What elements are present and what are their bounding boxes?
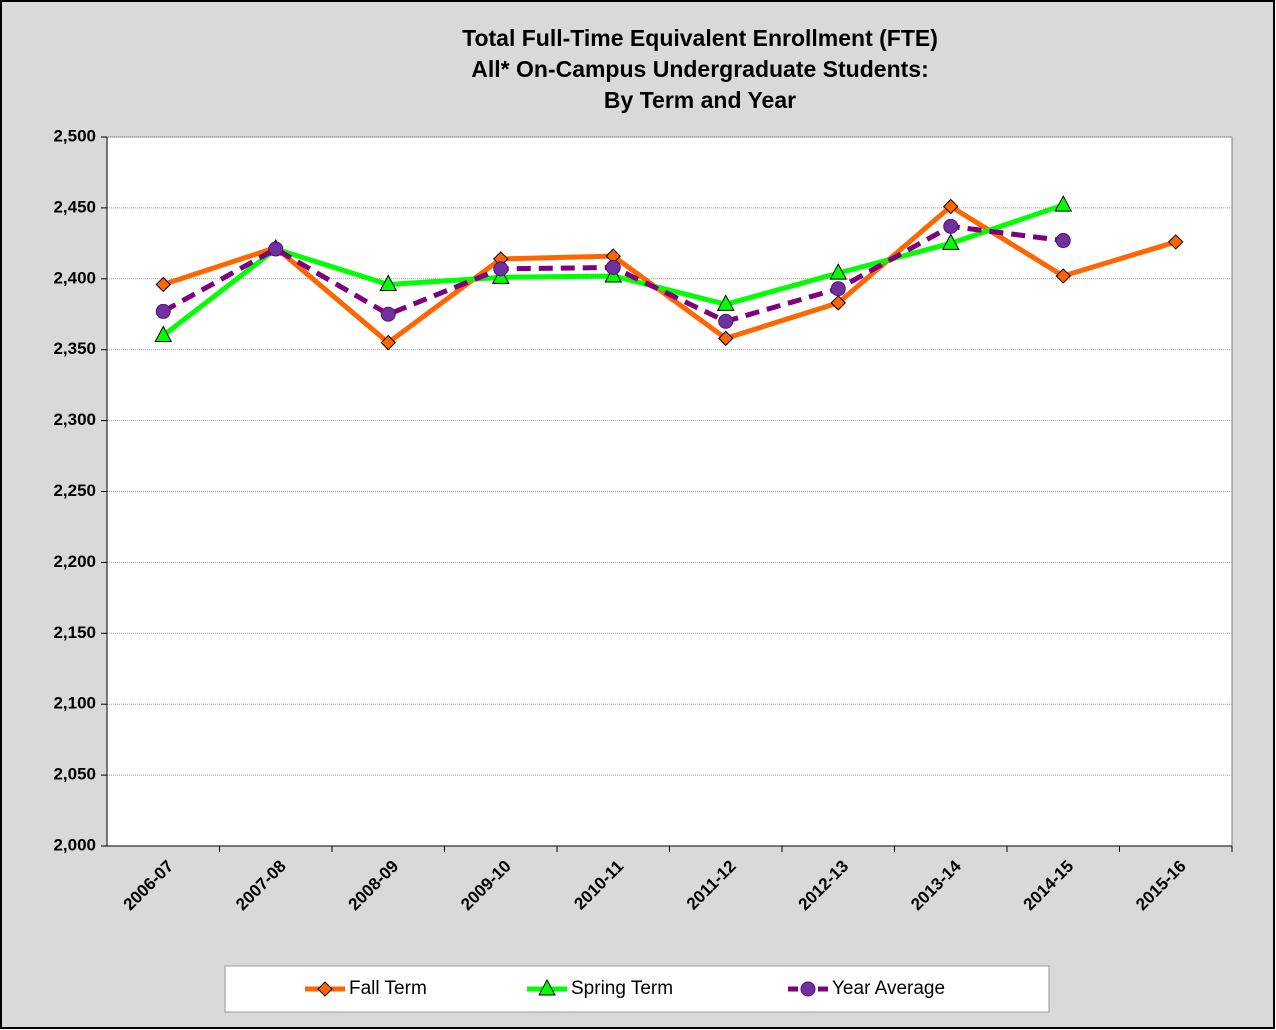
marker [830, 281, 846, 297]
marker [1055, 233, 1071, 249]
marker [379, 274, 398, 291]
marker [268, 241, 284, 257]
y-tick-label: 2,500 [53, 126, 96, 145]
marker [154, 325, 173, 343]
y-tick-label: 2,000 [53, 835, 96, 854]
y-tick-label: 2,400 [53, 268, 96, 287]
y-tick-label: 2,250 [53, 481, 96, 500]
marker [1054, 195, 1073, 212]
legend-label: Year Average [832, 978, 945, 999]
chart-title: Total Full-Time Equivalent Enrollment (F… [462, 25, 938, 51]
y-tick-label: 2,450 [53, 197, 96, 216]
legend-label: Spring Term [571, 978, 673, 999]
y-tick-label: 2,100 [53, 694, 96, 713]
marker [380, 334, 396, 351]
y-tick-label: 2,300 [53, 410, 96, 429]
marker [380, 306, 396, 322]
marker [830, 295, 846, 311]
legend-label: Fall Term [349, 978, 427, 999]
marker [800, 981, 816, 997]
marker [943, 218, 959, 234]
marker [493, 261, 509, 277]
marker [1055, 268, 1071, 284]
marker [941, 233, 960, 250]
marker [317, 981, 333, 997]
legend [224, 965, 1050, 1013]
chart-title: By Term and Year [604, 87, 796, 113]
y-tick-label: 2,350 [53, 339, 96, 358]
y-tick-label: 2,150 [53, 623, 96, 642]
marker [943, 198, 959, 215]
marker [605, 259, 621, 275]
marker [155, 276, 171, 293]
y-tick-label: 2,050 [53, 765, 96, 784]
marker [1168, 234, 1184, 250]
marker [155, 303, 171, 319]
marker [538, 978, 556, 996]
y-tick-label: 2,200 [53, 552, 96, 571]
marker [718, 330, 734, 347]
series-line [162, 203, 1177, 346]
chart-title: All* On-Campus Undergraduate Students: [471, 56, 928, 82]
marker [718, 313, 734, 329]
marker [716, 294, 735, 311]
marker [829, 263, 848, 280]
